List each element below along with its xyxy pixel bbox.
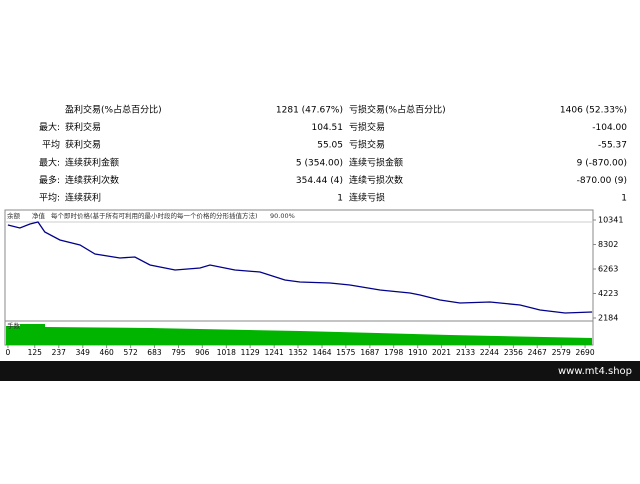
row-label: 平均: [42, 139, 60, 151]
footer-site: www.mt4.shop: [558, 366, 632, 377]
loss-value: 9 (-870.00): [577, 158, 627, 168]
x-tick-label: 1464: [312, 348, 331, 357]
loss-name: 亏损交易: [349, 121, 385, 133]
y-tick-label: 4223: [598, 289, 618, 298]
x-tick-label: 1352: [288, 348, 307, 357]
win-name: 获利交易: [65, 139, 101, 151]
x-tick-label: 1798: [384, 348, 403, 357]
row-label: 平均:: [39, 192, 60, 204]
x-tick-label: 1575: [336, 348, 355, 357]
x-tick-label: 2133: [456, 348, 475, 357]
y-tick-label: 6263: [598, 264, 618, 273]
x-tick-label: 1910: [408, 348, 427, 357]
win-value: 5 (354.00): [296, 158, 343, 168]
x-tick-label: 2579: [552, 348, 571, 357]
x-tick-label: 795: [171, 348, 186, 357]
win-name: 获利交易: [65, 121, 101, 133]
x-tick-label: 460: [99, 348, 114, 357]
loss-name: 亏损交易(%占总百分比): [349, 104, 446, 116]
x-tick-label: 2356: [504, 348, 523, 357]
x-tick-label: 1018: [217, 348, 236, 357]
y-tick-label: 2184: [598, 314, 618, 323]
win-value: 1: [337, 194, 343, 204]
x-tick-label: 1129: [241, 348, 260, 357]
x-tick-label: 349: [76, 348, 91, 357]
header-text: 90.00%: [270, 212, 295, 220]
footer-bar: [0, 361, 640, 381]
win-value: 55.05: [317, 141, 343, 151]
x-tick-label: 2467: [528, 348, 547, 357]
y-tick-label: 8302: [598, 240, 618, 249]
x-tick-label: 2021: [432, 348, 451, 357]
x-tick-label: 2690: [576, 348, 595, 357]
header-text: 每个即时价格(基于所有可利用的最小时段的每一个价格的分形插值方法): [51, 211, 258, 220]
loss-value: 1406 (52.33%): [560, 106, 627, 116]
loss-name: 亏损交易: [349, 139, 385, 151]
x-tick-label: 125: [28, 348, 43, 357]
loss-value: 1: [621, 194, 627, 204]
loss-name: 连续亏损次数: [349, 174, 403, 186]
loss-value: -870.00 (9): [577, 176, 627, 186]
x-tick-label: 2244: [480, 348, 499, 357]
loss-name: 连续亏损金额: [349, 156, 403, 168]
x-tick-label: 683: [147, 348, 162, 357]
win-value: 104.51: [312, 123, 344, 133]
loss-value: -104.00: [592, 123, 627, 133]
x-tick-label: 1687: [360, 348, 379, 357]
win-name: 盈利交易(%占总百分比): [65, 104, 162, 116]
y-tick-label: 10341: [598, 216, 623, 225]
header-text: 余额: [7, 211, 21, 220]
row-label: 最大:: [39, 121, 60, 133]
row-label: 最多:: [39, 174, 60, 186]
x-tick-label: 572: [123, 348, 138, 357]
loss-name: 连续亏损: [349, 192, 385, 204]
x-tick-label: 0: [6, 348, 11, 357]
win-name: 连续获利次数: [65, 174, 119, 186]
x-tick-label: 1241: [265, 348, 284, 357]
lots-label: 手数: [7, 321, 21, 330]
win-value: 354.44 (4): [296, 176, 343, 186]
header-text: 净值: [32, 211, 46, 220]
loss-value: -55.37: [598, 141, 627, 151]
win-name: 连续获利金额: [65, 156, 119, 168]
balance-line: [7, 221, 593, 314]
win-name: 连续获利: [65, 192, 101, 204]
x-tick-label: 237: [52, 348, 67, 357]
x-tick-label: 906: [195, 348, 210, 357]
lots-area: [6, 324, 592, 345]
row-label: 最大:: [39, 156, 60, 168]
win-value: 1281 (47.67%): [276, 106, 343, 116]
